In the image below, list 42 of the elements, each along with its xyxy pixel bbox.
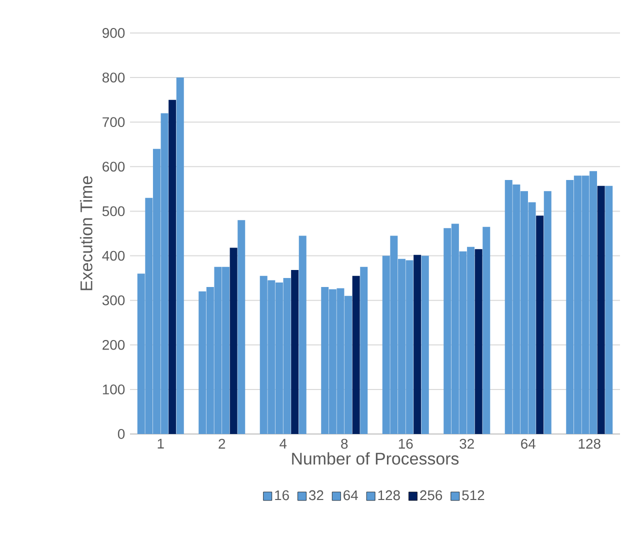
- y-tick-label: 500: [102, 206, 125, 216]
- legend-label: 16: [275, 490, 289, 500]
- x-tick-label: 64: [521, 438, 536, 449]
- legend-label: 32: [308, 490, 324, 500]
- legend-label: 256: [420, 490, 442, 500]
- legend-label: 512: [462, 490, 484, 500]
- bar: [291, 270, 299, 434]
- bar: [230, 248, 238, 434]
- y-tick-label: 100: [102, 384, 125, 394]
- y-tick-label: 0: [118, 429, 125, 439]
- bar: [298, 236, 306, 434]
- y-tick-label: 400: [102, 250, 125, 261]
- bar: [482, 226, 490, 434]
- y-axis-title: Execution Time: [80, 176, 92, 290]
- bar: [605, 186, 613, 434]
- x-tick-label: 4: [280, 438, 287, 448]
- x-tick-label: 2: [218, 438, 226, 449]
- x-tick-label: 8: [341, 438, 348, 449]
- bar: [352, 276, 360, 434]
- y-tick-label: 900: [102, 28, 125, 38]
- legend-label: 128: [378, 490, 400, 500]
- y-tick-label: 700: [102, 117, 125, 128]
- y-tick-label: 300: [102, 295, 125, 306]
- x-tick-label: 16: [398, 438, 413, 449]
- x-axis-title: Number of Processors: [292, 452, 459, 465]
- x-tick-label: 32: [460, 438, 474, 449]
- bar: [544, 191, 552, 434]
- y-tick-label: 600: [102, 162, 125, 172]
- bar: [421, 256, 429, 434]
- legend-label: 64: [344, 490, 358, 500]
- x-tick-label: 128: [578, 438, 600, 449]
- y-tick-label: 200: [102, 340, 125, 350]
- bar: [176, 78, 184, 434]
- bar: [238, 220, 246, 434]
- bar: [474, 249, 482, 434]
- bar: [414, 254, 422, 434]
- bar: [597, 186, 605, 434]
- y-tick-label: 800: [102, 72, 125, 82]
- bar: [536, 216, 544, 434]
- bar: [168, 100, 176, 434]
- x-tick-label: 1: [158, 438, 164, 448]
- bar: [360, 266, 368, 434]
